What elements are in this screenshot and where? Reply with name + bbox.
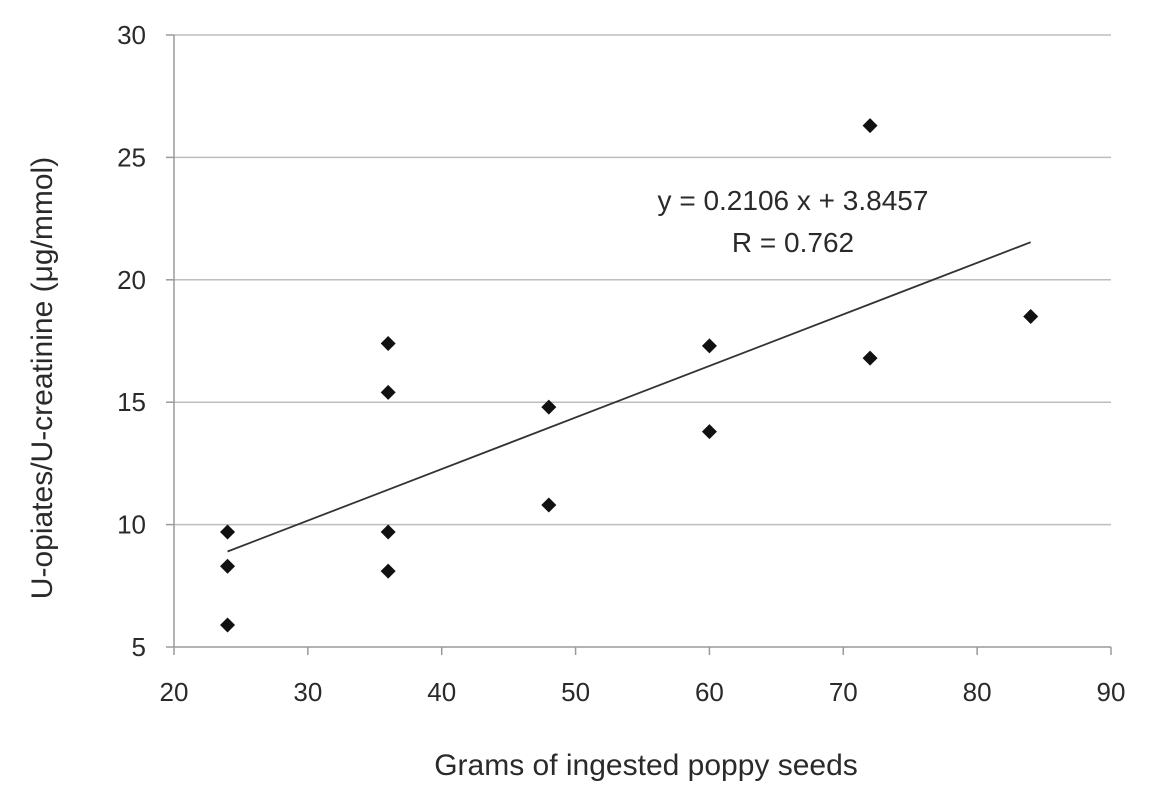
axes xyxy=(166,34,1112,655)
data-point-2 xyxy=(220,617,236,633)
x-tick-label-30: 30 xyxy=(293,677,322,707)
x-tick-label-90: 90 xyxy=(1097,677,1126,707)
tick-labels: 5 10 15 20 25 30 20 30 40 50 60 70 80 90 xyxy=(117,20,1125,707)
correlation-coefficient: R = 0.762 xyxy=(732,227,854,258)
x-tick-label-20: 20 xyxy=(160,677,189,707)
trendline-equation: y = 0.2106 x + 3.8457 xyxy=(658,185,929,216)
data-point-8 xyxy=(541,497,557,513)
data-point-4 xyxy=(380,384,396,400)
y-axis-title: U-opiates/U-creatinine (μg/mmol) xyxy=(26,157,59,599)
data-point-13 xyxy=(1023,309,1039,325)
data-point-12 xyxy=(862,350,878,366)
data-point-3 xyxy=(380,335,396,351)
data-point-11 xyxy=(862,118,878,134)
data-point-7 xyxy=(541,399,557,415)
x-axis-title: Grams of ingested poppy seeds xyxy=(434,749,858,782)
data-point-5 xyxy=(380,524,396,540)
x-tick-label-40: 40 xyxy=(427,677,456,707)
y-tick-label-20: 20 xyxy=(117,265,146,295)
data-point-10 xyxy=(701,424,717,440)
grid-lines xyxy=(174,34,1111,526)
trendline xyxy=(227,241,1032,553)
y-tick-label-15: 15 xyxy=(117,387,146,417)
y-tick-label-25: 25 xyxy=(117,142,146,172)
data-point-6 xyxy=(380,563,396,579)
trendline-layer xyxy=(227,241,1032,553)
x-tick-label-70: 70 xyxy=(829,677,858,707)
y-tick-label-10: 10 xyxy=(117,510,146,540)
data-point-1 xyxy=(220,558,236,574)
data-point-9 xyxy=(701,338,717,354)
y-tick-label-30: 30 xyxy=(117,20,146,50)
y-tick-label-5: 5 xyxy=(132,632,146,662)
x-tick-label-50: 50 xyxy=(561,677,590,707)
x-tick-label-60: 60 xyxy=(695,677,724,707)
x-tick-label-80: 80 xyxy=(963,677,992,707)
data-points xyxy=(220,118,1039,633)
data-point-0 xyxy=(220,524,236,540)
